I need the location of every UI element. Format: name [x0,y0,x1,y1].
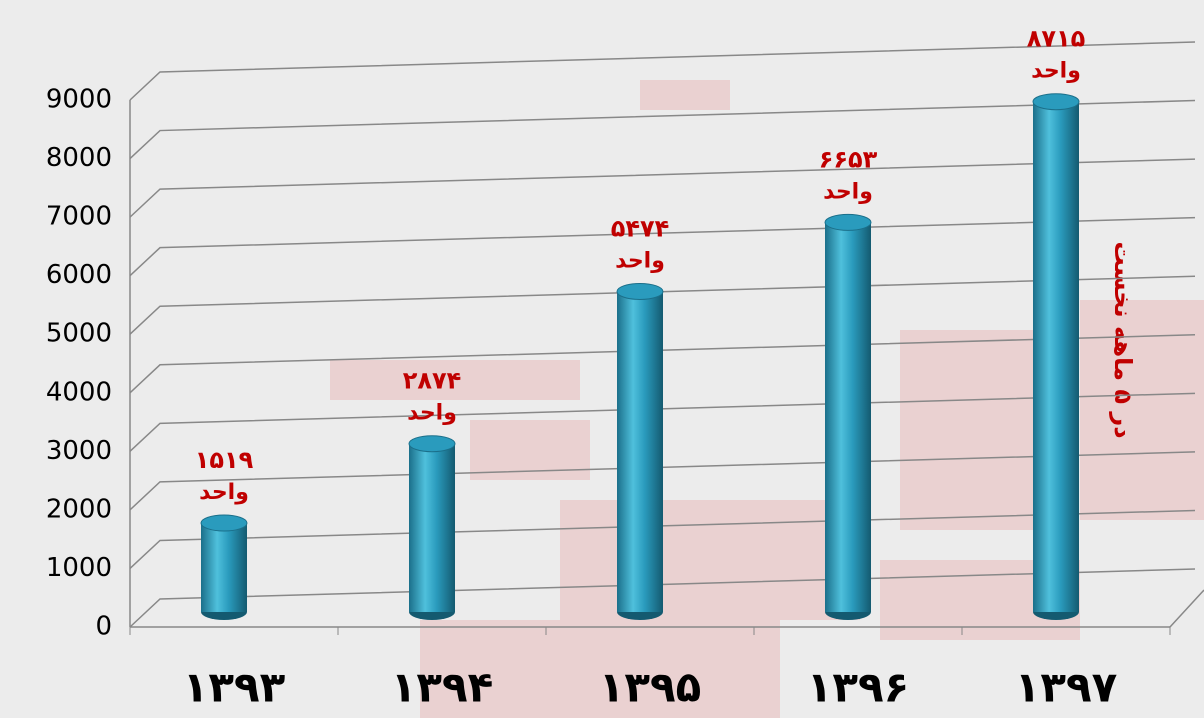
y-tick-label: 6000 [46,260,112,290]
x-tick-label: ۱۳۹۳ [183,663,286,712]
bar-top [201,515,247,531]
y-tick-label: 3000 [46,436,112,466]
bar-top [617,283,663,299]
y-tick-label: 7000 [46,202,112,232]
bar [825,222,871,612]
y-tick-label: 4000 [46,377,112,407]
x-tick-label: ۱۳۹۷ [1015,663,1118,712]
chart: در ۵ ماهه نخست 0 1000 2000 3000 4000 5000 6000… [0,0,1204,718]
x-tick-label: ۱۳۹۵ [599,663,702,712]
y-tick-label: 1000 [46,553,112,583]
value-unit: واحد [1031,59,1081,84]
value-label: ۲۸۷۴ [403,367,462,395]
y-tick-label: 0 [95,612,112,642]
x-tick-label: ۱۳۹۴ [391,663,494,712]
value-unit: واحد [615,248,665,273]
value-unit: واحد [199,480,249,505]
value-label: ۵۴۷۴ [611,214,670,242]
value-label: ۶۶۵۳ [819,145,878,173]
value-label: ۱۵۱۹ [195,446,254,474]
bar-top [1033,94,1079,110]
bar [201,523,247,612]
bar-top [409,436,455,452]
bar [1033,102,1079,612]
bar [617,291,663,612]
y-tick-label: 2000 [46,494,112,524]
value-unit: واحد [407,401,457,426]
y-tick-label: 5000 [46,319,112,349]
value-label: ۸۷۱۵ [1027,25,1086,53]
y-tick-label: 8000 [46,143,112,173]
bar [409,444,455,612]
annotation: در ۵ ماهه نخست [1109,241,1137,438]
x-tick-label: ۱۳۹۶ [807,663,910,712]
value-unit: واحد [823,179,873,204]
bar-top [825,214,871,230]
y-tick-label: 9000 [46,85,112,115]
